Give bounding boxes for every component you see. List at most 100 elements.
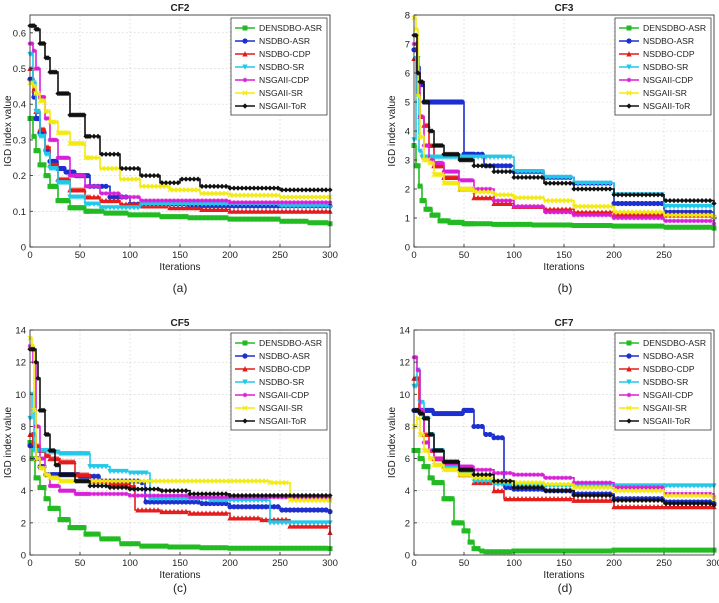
data-point-nsgaii-sr [615,209,621,215]
data-point-nsgaii-tor [235,492,241,499]
data-point-nsgaii-tor [507,478,513,484]
data-point-nsdbo-cdp [227,515,233,521]
data-point-nsgaii-sr [299,194,305,200]
data-point-nsgaii-sr [619,209,625,215]
data-point-nsgaii-tor [479,472,485,478]
data-point-nsgaii-cdp [559,210,565,215]
data-point-nsgaii-tor [111,151,117,157]
y-tick-label: 0 [405,243,410,254]
data-point-nsdbo-cdp [555,495,561,502]
data-point-nsdbo-asr [499,435,505,441]
data-point-nsgaii-sr [519,480,525,486]
data-point-nsdbo-sr [315,520,321,526]
data-point-nsdbo-sr [87,464,93,470]
data-point-nsgaii-cdp [299,200,305,205]
data-point-nsgaii-sr [675,212,681,218]
data-point-nsgaii-sr [591,484,597,491]
data-point-nsgaii-tor [539,484,545,491]
data-point-nsgaii-cdp [675,491,681,497]
data-point-nsdbo-cdp [163,508,169,515]
data-point-nsdbo-cdp [171,508,177,515]
data-point-nsdbo-cdp [243,208,249,214]
x-tick-label: 250 [656,250,672,261]
data-point-nsgaii-cdp [587,480,593,485]
data-point-nsgaii-sr [251,478,257,484]
data-point-nsgaii-tor [53,69,59,75]
x-tick-label: 100 [122,250,138,261]
y-tick-label: 4 [405,486,410,497]
data-point-nsgaii-cdp [223,494,229,500]
data-point-nsgaii-tor [179,488,185,494]
data-point-nsgaii-sr [311,497,317,503]
data-point-nsdbo-cdp [259,208,265,214]
data-point-nsdbo-cdp [235,515,241,521]
data-point-nsdbo-cdp [639,503,645,510]
data-point-nsgaii-sr [455,180,461,186]
panel-caption: (d) [558,581,573,595]
x-tick-label: 300 [322,558,338,569]
data-point-nsgaii-cdp [575,212,581,218]
data-point-nsgaii-cdp [619,215,625,221]
data-point-nsgaii-tor [235,185,241,191]
y-tick-label: 12 [15,358,26,369]
data-point-densdbo-asr [115,536,121,542]
y-tick-label: 6 [21,454,26,465]
data-point-nsgaii-tor [119,484,125,491]
data-point-nsgaii-cdp [683,218,689,224]
data-point-nsdbo-cdp [143,507,149,513]
data-point-nsgaii-cdp [103,491,109,497]
series-nsgaii-tor [27,23,333,193]
data-point-nsgaii-sr [595,484,601,491]
x-tick-label: 50 [459,558,470,569]
y-axis-label: IGD index value [3,95,14,167]
data-point-nsgaii-sr [243,192,249,198]
data-point-nsgaii-tor [251,492,257,499]
data-point-densdbo-asr [439,480,445,486]
data-point-nsgaii-tor [163,180,169,186]
data-point-nsgaii-sr [559,198,565,204]
data-point-nsdbo-sr [527,169,533,175]
data-point-nsdbo-cdp [643,503,649,510]
data-point-nsgaii-tor [87,133,93,139]
legend-label-nsdbo-asr: NSDBO-ASR [259,36,310,46]
data-point-nsgaii-sr [231,478,237,484]
data-point-nsgaii-sr [303,194,309,200]
x-tick-label: 200 [606,558,622,569]
data-point-nsgaii-sr [91,478,97,484]
data-point-nsgaii-sr [439,171,445,178]
data-point-nsgaii-sr [453,467,459,473]
data-point-nsgaii-cdp [207,494,213,500]
data-point-nsgaii-cdp [107,191,113,196]
data-point-nsdbo-cdp [231,515,237,521]
data-point-nsgaii-cdp [143,493,149,498]
data-point-nsdbo-cdp [227,208,233,214]
data-point-nsgaii-sr [607,484,613,491]
data-point-nsdbo-sr [699,203,705,210]
x-tick-label: 150 [556,250,572,261]
series-line-nsgaii-sr [414,17,715,218]
data-point-nsgaii-tor [279,187,285,193]
legend-marker-nsgaii-cdp [626,77,632,83]
data-point-nsgaii-sr [551,481,557,487]
data-point-nsdbo-cdp [615,503,621,510]
data-point-nsgaii-sr [503,192,509,198]
data-point-nsgaii-tor [511,484,517,491]
data-point-nsgaii-sr [183,187,189,193]
data-point-nsgaii-tor [287,492,293,499]
data-point-nsgaii-sr [211,478,217,484]
data-point-nsgaii-cdp [439,160,445,166]
data-point-nsgaii-tor [255,492,261,499]
data-point-nsdbo-sr [319,520,325,526]
legend-label-nsdbo-cdp: NSDBO-CDP [259,364,311,374]
data-point-nsdbo-cdp [479,194,485,201]
data-point-nsdbo-sr [547,174,553,181]
data-point-nsgaii-cdp [643,485,649,490]
data-point-nsgaii-tor [239,492,245,499]
data-point-nsgaii-cdp [559,475,565,481]
data-point-nsgaii-tor [255,185,261,191]
data-point-nsgaii-sr [535,195,541,201]
y-tick-label: 0.1 [13,207,26,218]
data-point-nsgaii-cdp [219,494,225,500]
data-point-densdbo-asr [469,539,475,545]
data-point-nsgaii-cdp [175,493,181,498]
